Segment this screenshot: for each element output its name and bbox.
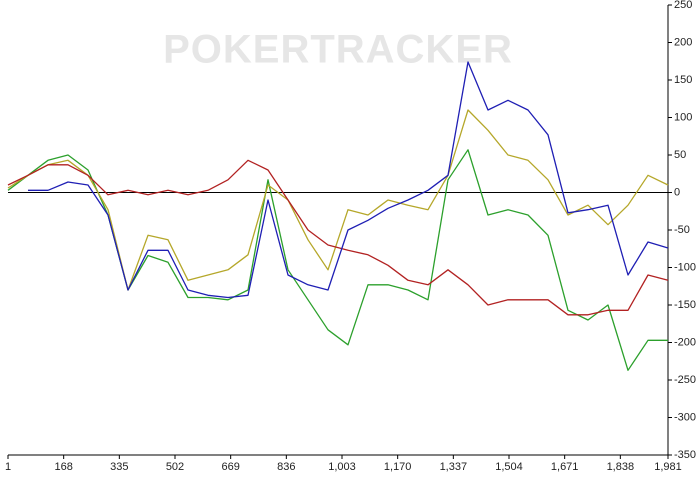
- x-tick-label: 1,170: [384, 461, 412, 473]
- x-tick-label: 335: [110, 461, 128, 473]
- x-tick-label: 1: [5, 461, 11, 473]
- y-tick-label: 100: [674, 111, 692, 123]
- y-tick-label: -150: [674, 299, 696, 311]
- x-tick-label: 669: [221, 461, 239, 473]
- y-tick-label: -200: [674, 336, 696, 348]
- x-tick-label: 1,981: [654, 461, 682, 473]
- y-tick-label: -300: [674, 411, 696, 423]
- x-tick-label: 1,003: [328, 461, 356, 473]
- y-tick-label: -100: [674, 261, 696, 273]
- watermark: POKERTRACKER: [163, 28, 513, 72]
- x-tick-label: 1,504: [495, 461, 523, 473]
- y-tick-label: -350: [674, 449, 696, 461]
- x-tick-label: 168: [54, 461, 72, 473]
- x-tick-label: 1,671: [551, 461, 579, 473]
- y-tick-label: 150: [674, 74, 692, 86]
- x-tick-label: 1,337: [440, 461, 468, 473]
- y-tick-label: 50: [674, 149, 686, 161]
- x-tick-label: 502: [166, 461, 184, 473]
- series-line: [7, 159, 669, 316]
- y-tick-label: 200: [674, 36, 692, 48]
- y-tick-label: -250: [674, 374, 696, 386]
- x-tick-label: 1,838: [607, 461, 635, 473]
- y-tick-label: 0: [674, 186, 680, 198]
- x-tick-label: 836: [277, 461, 295, 473]
- series-line: [28, 61, 669, 299]
- y-tick-label: -50: [674, 224, 690, 236]
- y-tick-label: 250: [674, 0, 692, 11]
- series-line: [7, 109, 669, 291]
